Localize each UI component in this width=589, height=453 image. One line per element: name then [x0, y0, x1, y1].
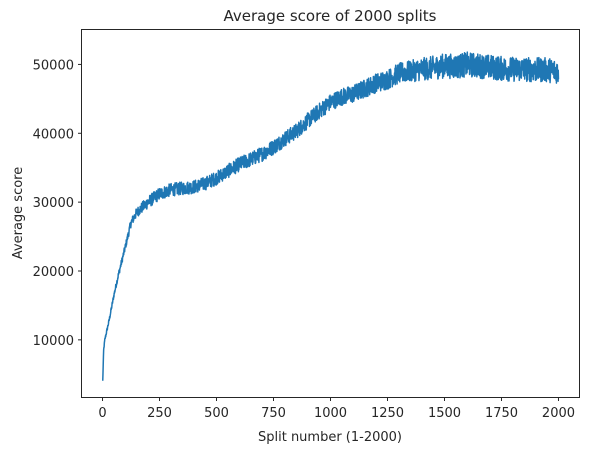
- y-tick-label: 10000: [33, 334, 74, 349]
- x-axis-label: Split number (1-2000): [258, 430, 402, 445]
- x-tick-label: 1500: [428, 406, 461, 421]
- x-tick-label: 750: [261, 406, 286, 421]
- y-axis-ticks: 10000 20000 30000 40000 50000: [33, 58, 82, 349]
- x-tick-label: 500: [204, 406, 229, 421]
- y-axis-label: Average score: [11, 167, 26, 259]
- chart-title: Average score of 2000 splits: [224, 7, 437, 25]
- x-tick-label: 0: [98, 406, 106, 421]
- data-series-line: [102, 51, 560, 381]
- y-tick-label: 40000: [33, 127, 74, 142]
- y-tick-label: 50000: [33, 58, 74, 73]
- x-tick-label: 1250: [371, 406, 404, 421]
- y-tick-label: 20000: [33, 265, 74, 280]
- x-tick-label: 1000: [314, 406, 347, 421]
- x-axis-ticks: 0 250 500 750 1000 1250 1500 1750 2000: [98, 397, 575, 421]
- y-tick-label: 30000: [33, 196, 74, 211]
- series-line: [102, 51, 560, 381]
- x-tick-label: 250: [147, 406, 172, 421]
- x-tick-label: 2000: [542, 406, 575, 421]
- x-tick-label: 1750: [485, 406, 518, 421]
